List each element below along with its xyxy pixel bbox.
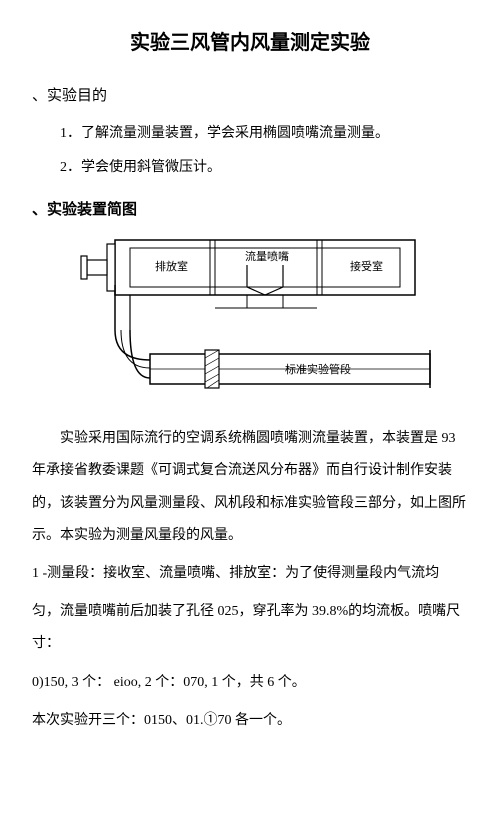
label-receive: 接受室	[350, 259, 383, 273]
apparatus-diagram: 排放室 流量喷嘴 接受室 标准实验管段	[32, 230, 468, 405]
label-discharge: 排放室	[155, 259, 188, 273]
label-pipe: 标准实验管段	[285, 362, 351, 376]
purpose-item-2: 2．学会使用斜管微压计。	[60, 155, 468, 182]
paragraph-intro: 实验采用国际流行的空调系统椭圆喷嘴测流量装置，本装置是 93 年承接省教委课题《…	[32, 423, 468, 552]
purpose-item-1: 1．了解流量测量装置，学会采用椭圆喷嘴流量测量。	[60, 121, 468, 148]
label-nozzle: 流量喷嘴	[245, 249, 289, 263]
paragraph-measure-2: 匀，流量喷嘴前后加装了孔径 025，穿孔率为 39.8%的均流板。喷嘴尺 寸：	[32, 596, 468, 660]
paragraph-nozzle-sizes: 0)150, 3 个： eioo, 2 个：070, 1 个，共 6 个。	[32, 667, 468, 699]
paragraph-measure-1: 1 -测量段：接收室、流量喷嘴、排放室：为了使得测量段内气流均	[32, 558, 468, 590]
doc-title: 实验三风管内风量测定实验	[32, 24, 468, 62]
paragraph-this-run: 本次实验开三个：0150、01.①70 各一个。	[32, 705, 468, 737]
section-purpose: 、实验目的	[32, 82, 468, 111]
section-diagram: 、实验装置简图	[32, 196, 468, 225]
diagram-svg: 排放室 流量喷嘴 接受室 标准实验管段	[55, 230, 445, 405]
